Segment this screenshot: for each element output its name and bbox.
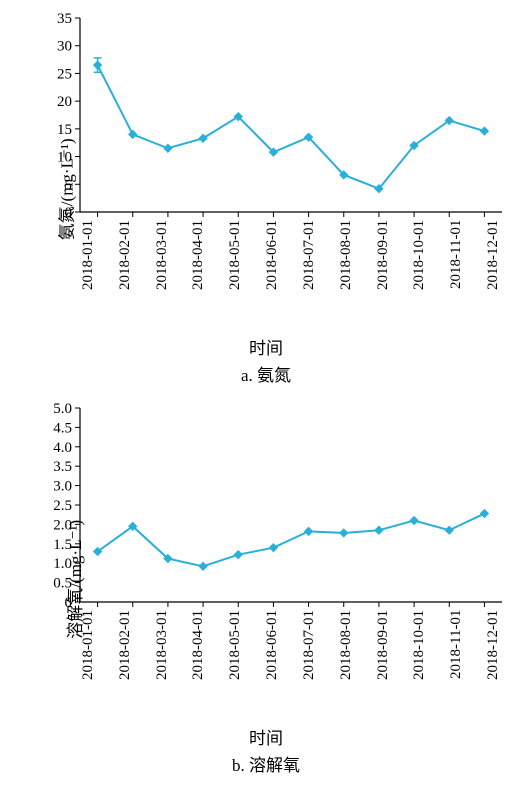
- x-tick-label: 2018-08-01: [338, 220, 355, 330]
- x-tick-label: 2018-02-01: [117, 220, 134, 330]
- chart-a-plot: 05101520253035: [10, 10, 522, 220]
- chart-b-xlabels: 2018-01-01 2018-02-01 2018-03-01 2018-04-01…: [80, 610, 502, 720]
- svg-text:25: 25: [57, 66, 72, 82]
- svg-text:35: 35: [57, 11, 72, 27]
- svg-text:3.0: 3.0: [53, 479, 72, 495]
- x-tick-label: 2018-09-01: [375, 220, 392, 330]
- x-tick-label: 2018-09-01: [375, 610, 392, 720]
- x-tick-label: 2018-07-01: [301, 220, 318, 330]
- x-tick-label: 2018-03-01: [154, 220, 171, 330]
- x-tick-label: 2018-12-01: [485, 610, 502, 720]
- x-tick-label: 2018-04-01: [190, 220, 207, 330]
- chart-a-caption: a. 氨氮: [10, 361, 522, 386]
- x-tick-label: 2018-12-01: [485, 220, 502, 330]
- x-tick-label: 2018-04-01: [190, 610, 207, 720]
- svg-text:3.5: 3.5: [53, 459, 72, 475]
- chart-b-xlabel: 时间: [10, 724, 522, 749]
- x-tick-label: 2018-01-01: [80, 610, 97, 720]
- x-tick-label: 2018-05-01: [227, 610, 244, 720]
- x-tick-label: 2018-02-01: [117, 610, 134, 720]
- svg-text:30: 30: [57, 39, 72, 55]
- x-tick-label: 2018-11-01: [448, 610, 465, 720]
- x-tick-label: 2018-08-01: [338, 610, 355, 720]
- x-tick-label: 2018-06-01: [264, 220, 281, 330]
- svg-text:5.0: 5.0: [53, 401, 72, 417]
- x-tick-label: 2018-10-01: [411, 610, 428, 720]
- svg-text:20: 20: [57, 94, 72, 110]
- svg-text:4.5: 4.5: [53, 420, 72, 436]
- chart-a-xlabels: 2018-01-01 2018-02-01 2018-03-01 2018-04-01…: [80, 220, 502, 330]
- svg-text:4.0: 4.0: [53, 440, 72, 456]
- chart-a-xlabel: 时间: [10, 334, 522, 359]
- x-tick-label: 2018-06-01: [264, 610, 281, 720]
- x-tick-label: 2018-11-01: [448, 220, 465, 330]
- svg-text:15: 15: [57, 122, 72, 138]
- chart-b-container: 溶解氧/(mg·L⁻¹) 00.51.01.52.02.53.03.54.04.…: [10, 400, 522, 776]
- chart-b-caption: b. 溶解氧: [10, 751, 522, 776]
- x-tick-label: 2018-07-01: [301, 610, 318, 720]
- x-tick-label: 2018-03-01: [154, 610, 171, 720]
- x-tick-label: 2018-05-01: [227, 220, 244, 330]
- svg-text:2.5: 2.5: [53, 498, 72, 514]
- x-tick-label: 2018-01-01: [80, 220, 97, 330]
- x-tick-label: 2018-10-01: [411, 220, 428, 330]
- chart-b-plot: 00.51.01.52.02.53.03.54.04.55.0: [10, 400, 522, 610]
- chart-a-container: 氨氮/(mg·L⁻¹) 05101520253035 2018-01-01201…: [10, 10, 522, 386]
- chart-a-ylabel: 氨氮/(mg·L⁻¹): [52, 138, 77, 240]
